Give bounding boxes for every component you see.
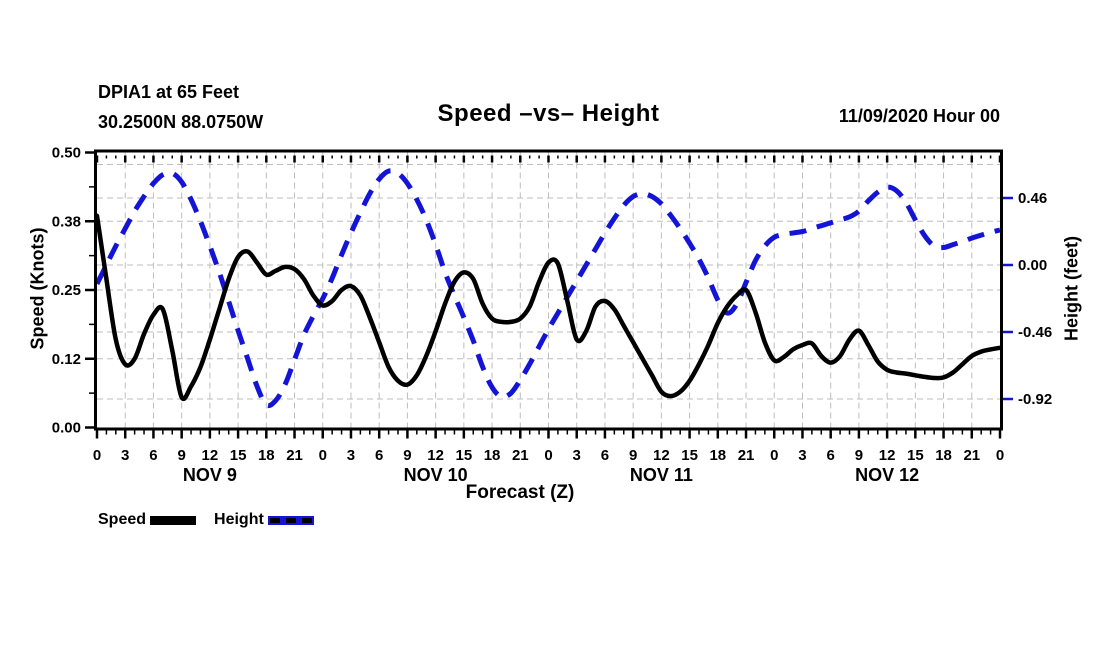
x-tick-label: 15	[681, 447, 698, 464]
x-tick-label: 18	[258, 447, 275, 464]
height-curve	[95, 168, 1001, 409]
x-tick-label: 12	[879, 447, 896, 464]
day-label: NOV 12	[855, 465, 919, 485]
legend-item-speed: Speed	[98, 511, 197, 529]
x-tick-label: 21	[963, 447, 980, 464]
day-label: NOV 11	[630, 465, 693, 485]
right-tick-label: 0.00	[1018, 257, 1047, 274]
left-tick-label: 0.38	[52, 213, 81, 230]
speed-line-swatch	[150, 515, 197, 525]
x-axis-ticks: 0 3 6 9 12 15 18 21 0 3 6 9 12 15 18 21 0 3 6 9 12 15 18 21 0 3 6 9…	[93, 155, 1004, 485]
x-tick-label: 18	[484, 447, 501, 464]
x-tick-label: 6	[375, 447, 383, 464]
axes-layer	[94, 149, 1003, 431]
speed-curve	[95, 213, 1002, 402]
x-tick-label: 0	[770, 447, 778, 464]
left-tick-label: 0.12	[52, 351, 81, 368]
station-name: DPIA1 at 65 Feet	[98, 82, 240, 102]
left-axis-ticks: 0.50 0.38 0.25 0.12 0.00	[52, 145, 94, 437]
right-tick-label: 0.46	[1018, 190, 1047, 207]
left-tick-label: 0.50	[52, 145, 81, 162]
legend: Speed Height	[98, 509, 314, 531]
dash-pattern-overlay	[269, 517, 312, 523]
x-tick-label: 12	[653, 447, 670, 464]
x-tick-label: 9	[403, 447, 411, 464]
x-tick-label: 15	[456, 447, 473, 464]
x-tick-label: 12	[427, 447, 444, 464]
x-tick-label: 3	[121, 447, 129, 464]
x-axis-title: Forecast (Z)	[465, 482, 575, 503]
legend-item-height: Height	[214, 511, 314, 529]
x-tick-label: 9	[629, 447, 637, 464]
station-coords: 30.2500N 88.0750W	[98, 112, 264, 132]
grid-layer	[97, 152, 1000, 428]
station-block: DPIA1 at 65 Feet 30.2500N 88.0750W	[98, 77, 263, 137]
height-line-swatch	[267, 515, 314, 525]
right-tick-label: -0.92	[1018, 391, 1052, 408]
x-tick-label: 21	[512, 447, 529, 464]
x-tick-label: 9	[177, 447, 185, 464]
x-tick-label: 21	[738, 447, 755, 464]
legend-height-label: Height	[214, 511, 264, 528]
right-tick-label: -0.46	[1018, 324, 1052, 341]
left-tick-label: 0.00	[52, 420, 81, 437]
x-tick-label: 21	[286, 447, 303, 464]
x-tick-label: 0	[319, 447, 327, 464]
day-label: NOV 10	[404, 465, 468, 485]
date-stamp: 11/09/2020 Hour 00	[838, 106, 1000, 126]
x-tick-label: 6	[827, 447, 835, 464]
x-tick-label: 18	[709, 447, 726, 464]
x-tick-label: 3	[347, 447, 355, 464]
legend-speed-label: Speed	[98, 511, 147, 528]
chart-title: Speed –vs– Height	[437, 100, 660, 127]
x-tick-label: 18	[935, 447, 952, 464]
x-tick-label: 0	[544, 447, 552, 464]
x-tick-label: 9	[855, 447, 863, 464]
x-tick-label: 15	[907, 447, 924, 464]
x-tick-label: 6	[601, 447, 609, 464]
left-tick-label: 0.25	[52, 282, 81, 299]
x-tick-label: 12	[202, 447, 219, 464]
x-tick-label: 0	[93, 447, 101, 464]
x-tick-label: 3	[573, 447, 581, 464]
x-tick-label: 0	[996, 447, 1004, 464]
curves-layer	[95, 168, 1002, 409]
x-tick-label: 6	[149, 447, 157, 464]
x-tick-label: 3	[798, 447, 806, 464]
right-axis-ticks: 0.46 0.00 -0.46 -0.92	[1003, 190, 1052, 408]
x-tick-label: 15	[230, 447, 247, 464]
day-label: NOV 9	[183, 465, 237, 485]
